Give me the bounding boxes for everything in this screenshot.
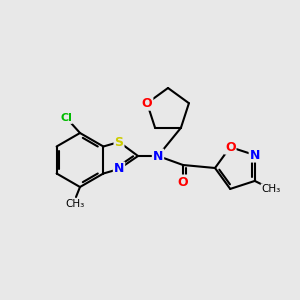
Text: S: S	[115, 136, 124, 148]
Text: N: N	[153, 149, 163, 163]
Text: O: O	[178, 176, 188, 188]
Text: CH₃: CH₃	[261, 184, 280, 194]
Text: O: O	[225, 141, 236, 154]
Text: N: N	[250, 148, 260, 162]
Text: CH₃: CH₃	[65, 199, 85, 209]
Text: N: N	[114, 163, 124, 176]
Text: O: O	[142, 97, 152, 110]
Text: Cl: Cl	[60, 113, 72, 123]
